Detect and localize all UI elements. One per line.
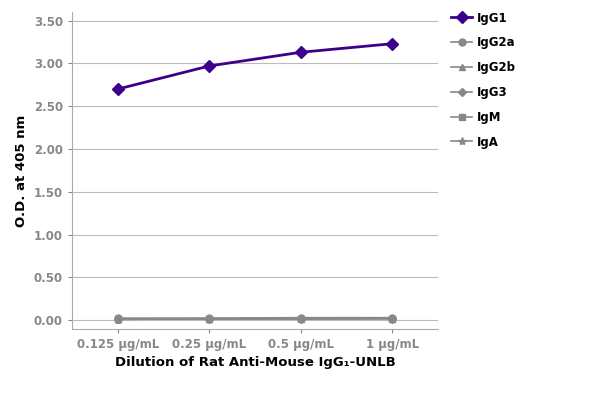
Line: IgG2a: IgG2a [114,314,396,322]
Line: IgG2b: IgG2b [114,315,396,322]
IgG2b [206,316,213,321]
IgG2b [297,316,304,321]
IgG2a [206,316,213,320]
IgG3 [206,316,213,321]
IgG3 [114,317,121,322]
Legend: IgG1, IgG2a, IgG2b, IgG3, IgM, IgA: IgG1, IgG2a, IgG2b, IgG3, IgM, IgA [451,12,516,149]
Line: IgG1: IgG1 [113,40,397,93]
IgG1 [297,50,304,55]
IgA [389,316,396,321]
IgG2b [389,316,396,321]
IgG3 [389,316,396,321]
IgG2b [114,316,121,321]
IgA [297,316,304,321]
IgG1 [389,41,396,46]
IgG2a [114,316,121,320]
IgG1 [114,87,121,91]
IgG2a [297,315,304,320]
IgA [114,317,121,322]
Line: IgG3: IgG3 [115,316,395,322]
IgM [389,316,396,321]
IgA [206,317,213,322]
X-axis label: Dilution of Rat Anti-Mouse IgG₁-UNLB: Dilution of Rat Anti-Mouse IgG₁-UNLB [115,356,395,369]
Y-axis label: O.D. at 405 nm: O.D. at 405 nm [15,114,28,227]
IgG1 [206,64,213,69]
IgM [206,316,213,321]
Line: IgA: IgA [113,314,397,324]
IgG3 [297,316,304,321]
IgG2a [389,315,396,320]
IgM [297,316,304,321]
Line: IgM: IgM [114,315,396,323]
IgM [114,317,121,322]
